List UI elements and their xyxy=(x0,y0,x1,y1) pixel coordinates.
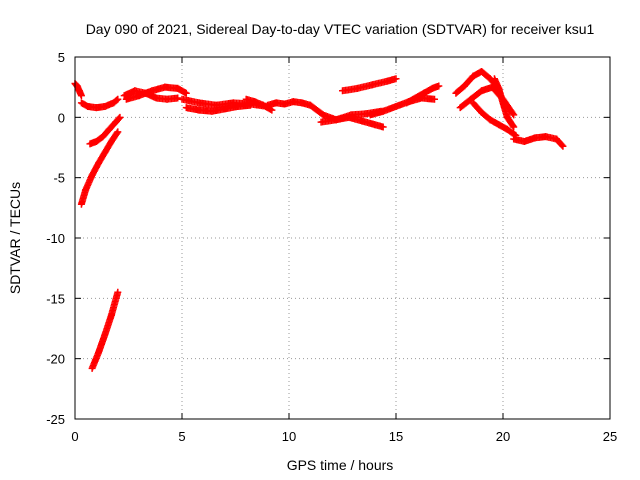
data-point xyxy=(182,89,190,97)
x-tick-label: 0 xyxy=(71,429,78,444)
data-point xyxy=(559,142,567,150)
series-arc-4 xyxy=(77,128,122,208)
series-arc-20 xyxy=(490,75,518,131)
data-point xyxy=(509,122,517,130)
data-point xyxy=(77,92,85,100)
data-point xyxy=(431,95,439,103)
series-arc-10 xyxy=(242,95,276,114)
series-arc-3 xyxy=(86,113,124,148)
x-tick-label: 15 xyxy=(389,429,403,444)
y-tick-label: -10 xyxy=(46,231,65,246)
chart-title: Day 090 of 2021, Sidereal Day-to-day VTE… xyxy=(86,21,595,37)
x-tick-label: 25 xyxy=(603,429,617,444)
series-arc-5 xyxy=(88,288,122,372)
data-point xyxy=(558,141,566,149)
series-arc-16 xyxy=(403,82,443,107)
x-tick-label: 5 xyxy=(178,429,185,444)
series-arc-1 xyxy=(71,80,85,100)
series-arc-2 xyxy=(77,95,122,112)
data-point xyxy=(114,95,122,103)
series-arc-21 xyxy=(510,133,567,150)
series-arc-14 xyxy=(339,75,400,95)
y-tick-label: -5 xyxy=(53,171,65,186)
x-tick-label: 20 xyxy=(496,429,510,444)
data-point xyxy=(392,75,400,83)
series-arc-11 xyxy=(264,98,314,109)
data-point xyxy=(435,82,443,90)
y-axis-label: SDTVAR / TECUs xyxy=(7,182,23,294)
series-arc-19 xyxy=(469,99,520,139)
y-tick-label: -25 xyxy=(46,412,65,427)
series-arc-7 xyxy=(122,83,190,103)
data-point xyxy=(509,110,517,118)
data-point xyxy=(379,123,387,131)
data-point xyxy=(116,113,124,121)
data-points xyxy=(71,67,567,372)
x-tick-label: 10 xyxy=(282,429,296,444)
grid xyxy=(75,57,610,419)
data-point xyxy=(268,106,276,114)
data-point xyxy=(114,128,122,136)
y-tick-label: -20 xyxy=(46,352,65,367)
axis-ticks: 0 5 10 15 20 25 -25 -20 -15 -10 -5 0 5 xyxy=(46,50,617,444)
data-point xyxy=(115,114,123,122)
series-arc-15 xyxy=(366,94,439,119)
data-point xyxy=(510,123,518,131)
data-point xyxy=(113,96,121,104)
data-point xyxy=(113,129,121,137)
series-arc-9 xyxy=(182,101,254,115)
y-tick-label: -15 xyxy=(46,291,65,306)
data-point xyxy=(114,288,122,296)
y-tick-label: 5 xyxy=(58,50,65,65)
x-axis-label: GPS time / hours xyxy=(287,457,394,473)
data-point xyxy=(510,111,518,119)
y-tick-label: 0 xyxy=(58,110,65,125)
data-point xyxy=(174,94,182,102)
